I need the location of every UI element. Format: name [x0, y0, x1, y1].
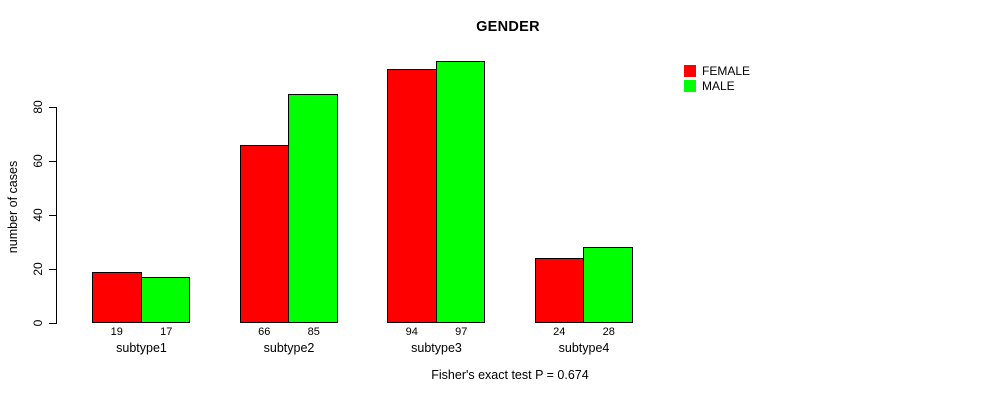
y-axis-tick-label: 60	[31, 154, 45, 168]
category-label-subtype3: subtype3	[411, 341, 462, 355]
bar-value-label: 94	[405, 326, 418, 338]
y-axis-tick	[49, 269, 56, 270]
y-axis-tick	[49, 323, 56, 324]
bar-value-label: 19	[110, 326, 123, 338]
y-axis-tick	[49, 161, 56, 162]
bar-female-subtype1	[92, 271, 142, 323]
annotation-caption: Fisher's exact test P = 0.674	[431, 368, 589, 382]
category-label-subtype1: subtype1	[116, 341, 167, 355]
bar-value-label: 24	[553, 326, 566, 338]
bar-male-subtype2	[288, 93, 338, 323]
bar-female-subtype3	[387, 69, 437, 323]
y-axis-tick-label: 80	[31, 100, 45, 114]
bar-value-label: 66	[258, 326, 271, 338]
bar-male-subtype4	[583, 247, 633, 323]
y-axis-tick-label: 40	[31, 208, 45, 222]
chart-title: GENDER	[476, 19, 540, 35]
bar-female-subtype4	[534, 258, 584, 323]
bar-value-label: 97	[455, 326, 468, 338]
category-label-subtype4: subtype4	[558, 341, 610, 355]
legend-swatch-male	[684, 79, 696, 92]
bar-female-subtype2	[239, 144, 289, 323]
bar-male-subtype3	[435, 61, 485, 323]
y-axis-line	[56, 107, 57, 324]
bar-value-label: 28	[602, 326, 615, 338]
y-axis-label: number of cases	[6, 160, 20, 254]
legend-swatch-female	[684, 65, 696, 78]
category-label-subtype2: subtype2	[263, 341, 315, 355]
bar-value-label: 17	[160, 326, 173, 338]
y-axis-tick-label: 0	[31, 319, 45, 327]
legend-entry-male: MALE	[684, 79, 750, 94]
y-axis-tick	[49, 107, 56, 108]
legend-entry-female: FEMALE	[684, 64, 750, 79]
legend-label: FEMALE	[702, 64, 751, 79]
legend: FEMALE MALE	[684, 64, 750, 93]
y-axis-tick-label: 20	[31, 262, 45, 276]
bar-value-label: 85	[307, 326, 320, 338]
legend-label: MALE	[702, 78, 735, 93]
y-axis-tick	[49, 215, 56, 216]
bar-male-subtype1	[140, 277, 190, 323]
